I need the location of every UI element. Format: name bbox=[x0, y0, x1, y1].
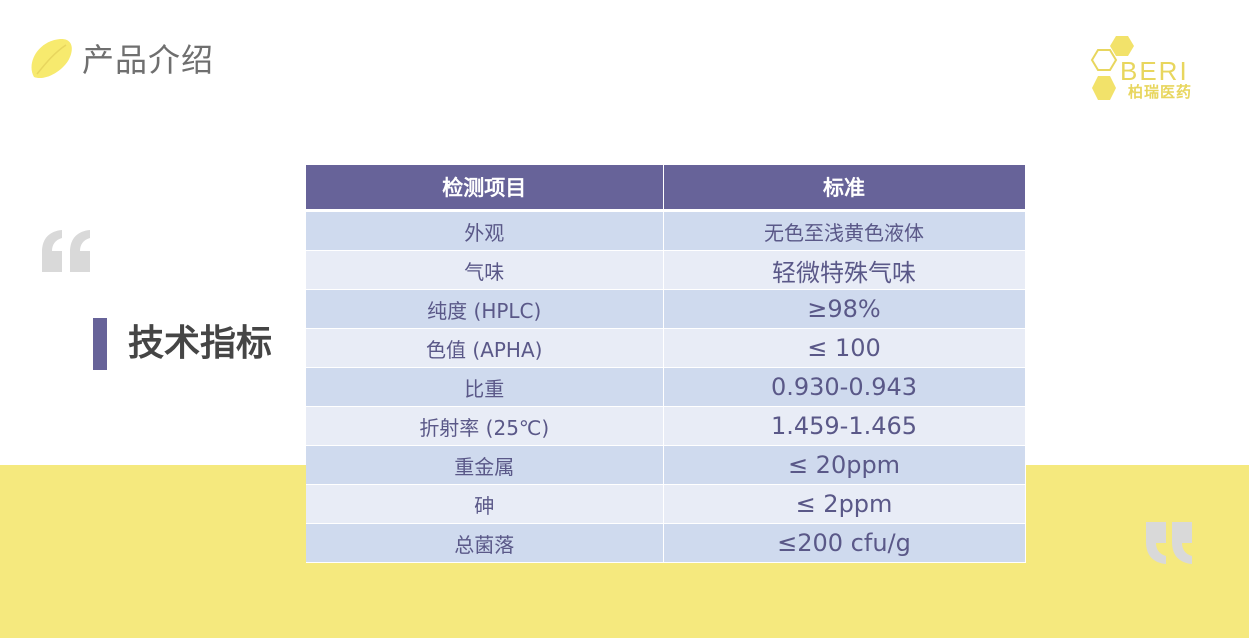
table-row: 纯度 (HPLC) ≥98% bbox=[306, 289, 1026, 329]
table-header-item: 检测项目 bbox=[306, 165, 664, 212]
row-standard: 轻微特殊气味 bbox=[663, 250, 1026, 290]
yellow-leaf-icon bbox=[31, 38, 72, 79]
row-item: 砷 bbox=[306, 484, 664, 524]
row-standard: ≤ 100 bbox=[663, 328, 1026, 368]
row-standard: 0.930-0.943 bbox=[663, 367, 1026, 407]
row-standard: ≤200 cfu/g bbox=[663, 523, 1026, 563]
table-row: 总菌落 ≤200 cfu/g bbox=[306, 523, 1026, 563]
logo-latin: BERI bbox=[1120, 56, 1189, 86]
header-title: 产品介绍 bbox=[82, 41, 215, 79]
row-item: 色值 (APHA) bbox=[306, 328, 664, 368]
section-title: 技术指标 bbox=[128, 323, 273, 364]
table-row: 比重 0.930-0.943 bbox=[306, 367, 1026, 407]
table-header-row: 检测项目 标准 bbox=[306, 165, 1026, 212]
spec-table: 检测项目 标准 外观 无色至浅黄色液体 气味 轻微特殊气味 纯度 (HPLC) … bbox=[306, 165, 1026, 563]
row-standard: 无色至浅黄色液体 bbox=[663, 210, 1026, 251]
row-standard: 1.459-1.465 bbox=[663, 406, 1026, 446]
row-standard: ≤ 20ppm bbox=[663, 445, 1026, 485]
table-row: 折射率 (25℃) 1.459-1.465 bbox=[306, 406, 1026, 446]
row-item: 折射率 (25℃) bbox=[306, 406, 664, 446]
row-item: 气味 bbox=[306, 250, 664, 290]
row-item: 重金属 bbox=[306, 445, 664, 485]
row-item: 纯度 (HPLC) bbox=[306, 289, 664, 329]
row-item: 比重 bbox=[306, 367, 664, 407]
open-quote-icon bbox=[42, 230, 90, 272]
close-quote-icon bbox=[1146, 522, 1192, 564]
table-row: 外观 无色至浅黄色液体 bbox=[306, 210, 1026, 251]
row-item: 总菌落 bbox=[306, 523, 664, 563]
section-accent-bar bbox=[93, 318, 107, 370]
logo-chinese: 柏瑞医药 bbox=[1128, 83, 1193, 101]
table-header-standard: 标准 bbox=[663, 165, 1026, 212]
hexagon-logo-icon: BERI bbox=[1090, 36, 1189, 100]
table-row: 色值 (APHA) ≤ 100 bbox=[306, 328, 1026, 368]
table-row: 重金属 ≤ 20ppm bbox=[306, 445, 1026, 485]
row-standard: ≤ 2ppm bbox=[663, 484, 1026, 524]
row-standard: ≥98% bbox=[663, 289, 1026, 329]
table-row: 气味 轻微特殊气味 bbox=[306, 250, 1026, 290]
row-item: 外观 bbox=[306, 210, 664, 251]
table-row: 砷 ≤ 2ppm bbox=[306, 484, 1026, 524]
